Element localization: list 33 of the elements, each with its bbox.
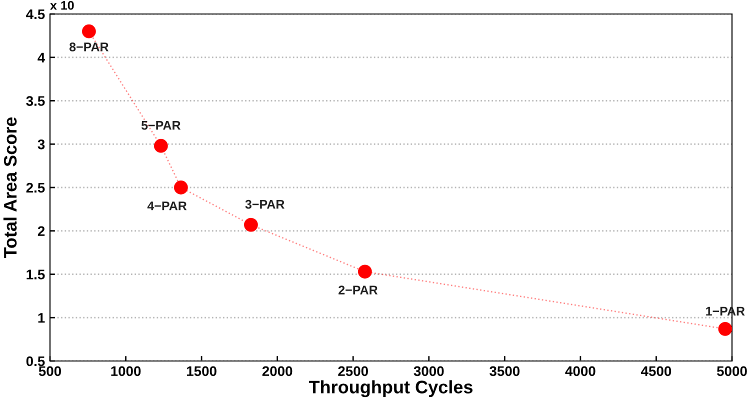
y-tick-label: 3.5 [26,96,45,106]
y-tick-label: 4 [38,52,46,62]
x-tick-label: 2500 [338,366,368,376]
text: x 10 [50,0,74,10]
x-tick-label: 3500 [490,366,520,376]
x-tick-label: 1000 [111,366,141,376]
point [154,138,168,153]
y-tick-label: 2 [38,226,45,236]
point [718,322,732,336]
point [358,264,372,279]
y-tick-label: 4.5 [26,9,45,20]
x-tick-label: 4000 [565,366,596,376]
y-tick-label: 1 [38,313,45,323]
point [82,24,96,38]
x-tick-label: 2000 [262,366,292,376]
x-tick-label: 5000 [716,366,747,376]
y-axis-title: Total Area Score [3,117,17,258]
x-axis-title: Throughput Cycles [308,380,473,398]
x-tick-label: 4500 [640,366,672,376]
point [244,218,258,232]
x-tick-label: 1500 [186,366,216,376]
annotation: 2−PAR [338,286,378,294]
annotation: 4−PAR [147,202,187,210]
point [174,180,188,194]
x-tick-label: 3000 [414,366,444,376]
y-tick-label: 1.5 [26,270,45,280]
y-tick-label: 3 [38,139,45,150]
x-tick-label: 500 [38,366,62,376]
annotation: 8−PAR [69,42,109,52]
y-tick-label: 0.5 [26,356,45,366]
annotation: 5−PAR [141,121,181,130]
annotation: 3−PAR [245,200,284,209]
y-tick-label: 2.5 [26,182,45,193]
